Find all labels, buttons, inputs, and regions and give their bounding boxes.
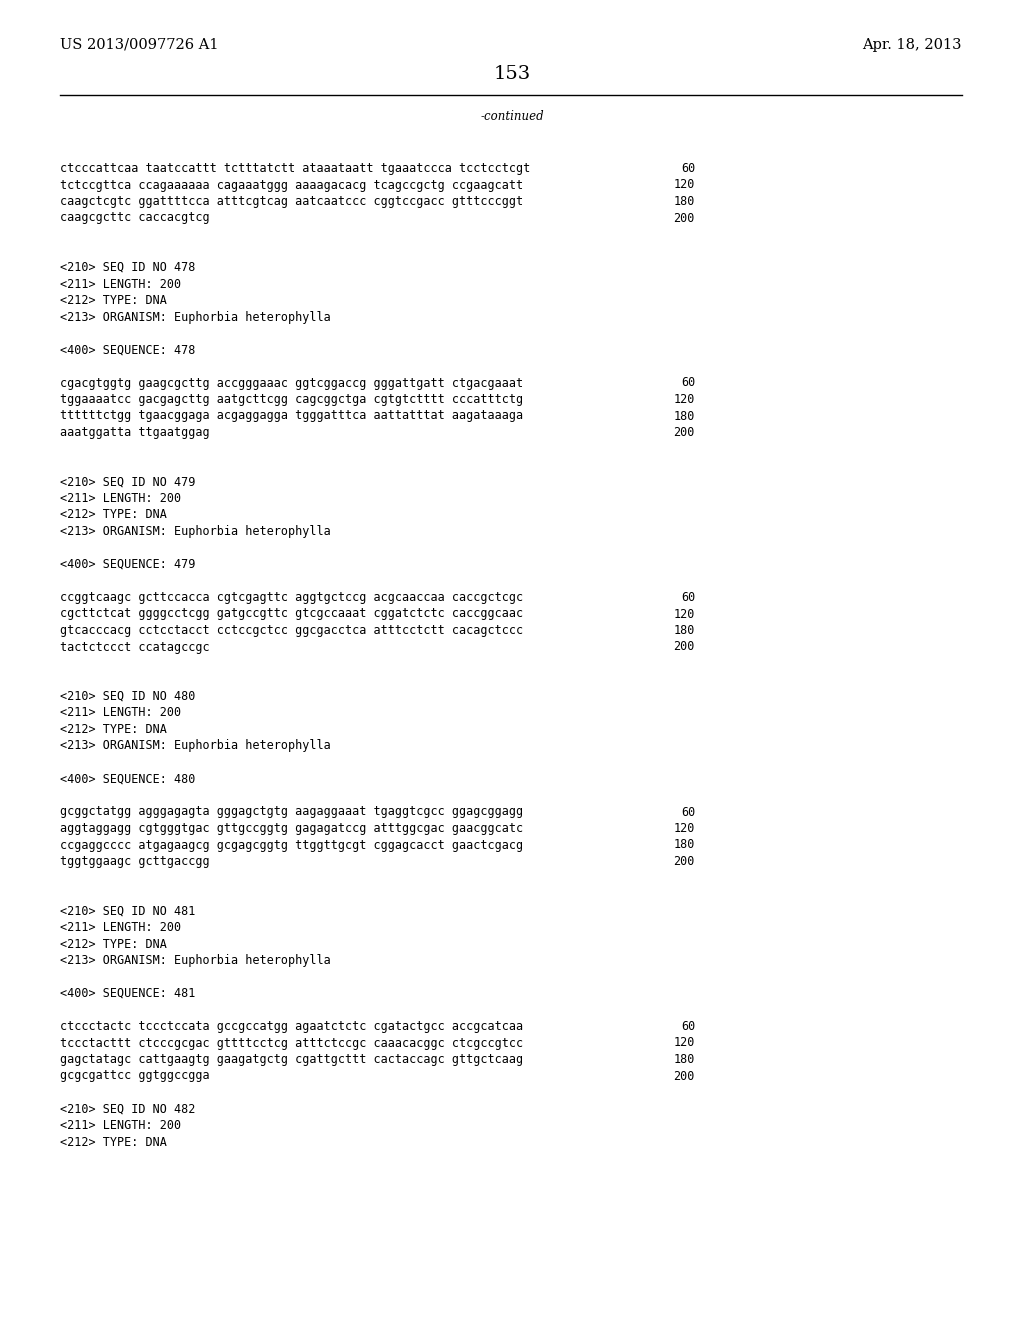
Text: 180: 180 <box>674 838 695 851</box>
Text: cgacgtggtg gaagcgcttg accgggaaac ggtcggaccg gggattgatt ctgacgaaat: cgacgtggtg gaagcgcttg accgggaaac ggtcgga… <box>60 376 523 389</box>
Text: ctcccattcaa taatccattt tctttatctt ataaataatt tgaaatccca tcctcctcgt: ctcccattcaa taatccattt tctttatctt ataaat… <box>60 162 530 176</box>
Text: 180: 180 <box>674 409 695 422</box>
Text: <211> LENGTH: 200: <211> LENGTH: 200 <box>60 921 181 935</box>
Text: <400> SEQUENCE: 478: <400> SEQUENCE: 478 <box>60 343 196 356</box>
Text: caagcgcttc caccacgtcg: caagcgcttc caccacgtcg <box>60 211 210 224</box>
Text: 180: 180 <box>674 1053 695 1067</box>
Text: tctccgttca ccagaaaaaa cagaaatggg aaaagacacg tcagccgctg ccgaagcatt: tctccgttca ccagaaaaaa cagaaatggg aaaagac… <box>60 178 523 191</box>
Text: <400> SEQUENCE: 480: <400> SEQUENCE: 480 <box>60 772 196 785</box>
Text: <400> SEQUENCE: 481: <400> SEQUENCE: 481 <box>60 987 196 1001</box>
Text: <212> TYPE: DNA: <212> TYPE: DNA <box>60 508 167 521</box>
Text: ccggtcaagc gcttccacca cgtcgagttc aggtgctccg acgcaaccaa caccgctcgc: ccggtcaagc gcttccacca cgtcgagttc aggtgct… <box>60 591 523 605</box>
Text: <212> TYPE: DNA: <212> TYPE: DNA <box>60 937 167 950</box>
Text: 180: 180 <box>674 624 695 638</box>
Text: 120: 120 <box>674 178 695 191</box>
Text: 200: 200 <box>674 855 695 869</box>
Text: aggtaggagg cgtgggtgac gttgccggtg gagagatccg atttggcgac gaacggcatc: aggtaggagg cgtgggtgac gttgccggtg gagagat… <box>60 822 523 836</box>
Text: cgcttctcat ggggcctcgg gatgccgttc gtcgccaaat cggatctctc caccggcaac: cgcttctcat ggggcctcgg gatgccgttc gtcgcca… <box>60 607 523 620</box>
Text: 120: 120 <box>674 822 695 836</box>
Text: 120: 120 <box>674 393 695 407</box>
Text: <213> ORGANISM: Euphorbia heterophylla: <213> ORGANISM: Euphorbia heterophylla <box>60 310 331 323</box>
Text: <211> LENGTH: 200: <211> LENGTH: 200 <box>60 277 181 290</box>
Text: gagctatagc cattgaagtg gaagatgctg cgattgcttt cactaccagc gttgctcaag: gagctatagc cattgaagtg gaagatgctg cgattgc… <box>60 1053 523 1067</box>
Text: 200: 200 <box>674 1069 695 1082</box>
Text: 180: 180 <box>674 195 695 209</box>
Text: -continued: -continued <box>480 110 544 123</box>
Text: <211> LENGTH: 200: <211> LENGTH: 200 <box>60 492 181 506</box>
Text: <212> TYPE: DNA: <212> TYPE: DNA <box>60 294 167 308</box>
Text: <210> SEQ ID NO 481: <210> SEQ ID NO 481 <box>60 904 196 917</box>
Text: <210> SEQ ID NO 482: <210> SEQ ID NO 482 <box>60 1102 196 1115</box>
Text: 60: 60 <box>681 591 695 605</box>
Text: <212> TYPE: DNA: <212> TYPE: DNA <box>60 1135 167 1148</box>
Text: gcgcgattcc ggtggccgga: gcgcgattcc ggtggccgga <box>60 1069 210 1082</box>
Text: <213> ORGANISM: Euphorbia heterophylla: <213> ORGANISM: Euphorbia heterophylla <box>60 954 331 968</box>
Text: 60: 60 <box>681 376 695 389</box>
Text: 200: 200 <box>674 640 695 653</box>
Text: gtcacccacg cctcctacct cctccgctcc ggcgacctca atttcctctt cacagctccc: gtcacccacg cctcctacct cctccgctcc ggcgacc… <box>60 624 523 638</box>
Text: 120: 120 <box>674 607 695 620</box>
Text: 60: 60 <box>681 162 695 176</box>
Text: Apr. 18, 2013: Apr. 18, 2013 <box>862 38 962 51</box>
Text: ccgaggcccc atgagaagcg gcgagcggtg ttggttgcgt cggagcacct gaactcgacg: ccgaggcccc atgagaagcg gcgagcggtg ttggttg… <box>60 838 523 851</box>
Text: <212> TYPE: DNA: <212> TYPE: DNA <box>60 723 167 737</box>
Text: <210> SEQ ID NO 479: <210> SEQ ID NO 479 <box>60 475 196 488</box>
Text: ttttttctgg tgaacggaga acgaggagga tgggatttca aattatttat aagataaaga: ttttttctgg tgaacggaga acgaggagga tgggatt… <box>60 409 523 422</box>
Text: <400> SEQUENCE: 479: <400> SEQUENCE: 479 <box>60 558 196 572</box>
Text: <210> SEQ ID NO 478: <210> SEQ ID NO 478 <box>60 261 196 275</box>
Text: 200: 200 <box>674 426 695 440</box>
Text: 120: 120 <box>674 1036 695 1049</box>
Text: aaatggatta ttgaatggag: aaatggatta ttgaatggag <box>60 426 210 440</box>
Text: 200: 200 <box>674 211 695 224</box>
Text: tggaaaatcc gacgagcttg aatgcttcgg cagcggctga cgtgtctttt cccatttctg: tggaaaatcc gacgagcttg aatgcttcgg cagcggc… <box>60 393 523 407</box>
Text: caagctcgtc ggattttcca atttcgtcag aatcaatccc cggtccgacc gtttcccggt: caagctcgtc ggattttcca atttcgtcag aatcaat… <box>60 195 523 209</box>
Text: tggtggaagc gcttgaccgg: tggtggaagc gcttgaccgg <box>60 855 210 869</box>
Text: gcggctatgg agggagagta gggagctgtg aagaggaaat tgaggtcgcc ggagcggagg: gcggctatgg agggagagta gggagctgtg aagagga… <box>60 805 523 818</box>
Text: <210> SEQ ID NO 480: <210> SEQ ID NO 480 <box>60 690 196 704</box>
Text: tccctacttt ctcccgcgac gttttcctcg atttctccgc caaacacggc ctcgccgtcc: tccctacttt ctcccgcgac gttttcctcg atttctc… <box>60 1036 523 1049</box>
Text: US 2013/0097726 A1: US 2013/0097726 A1 <box>60 38 218 51</box>
Text: 60: 60 <box>681 1020 695 1034</box>
Text: <213> ORGANISM: Euphorbia heterophylla: <213> ORGANISM: Euphorbia heterophylla <box>60 525 331 539</box>
Text: 60: 60 <box>681 805 695 818</box>
Text: tactctccct ccatagccgc: tactctccct ccatagccgc <box>60 640 210 653</box>
Text: ctccctactc tccctccata gccgccatgg agaatctctc cgatactgcc accgcatcaa: ctccctactc tccctccata gccgccatgg agaatct… <box>60 1020 523 1034</box>
Text: <213> ORGANISM: Euphorbia heterophylla: <213> ORGANISM: Euphorbia heterophylla <box>60 739 331 752</box>
Text: <211> LENGTH: 200: <211> LENGTH: 200 <box>60 1119 181 1133</box>
Text: <211> LENGTH: 200: <211> LENGTH: 200 <box>60 706 181 719</box>
Text: 153: 153 <box>494 65 530 83</box>
